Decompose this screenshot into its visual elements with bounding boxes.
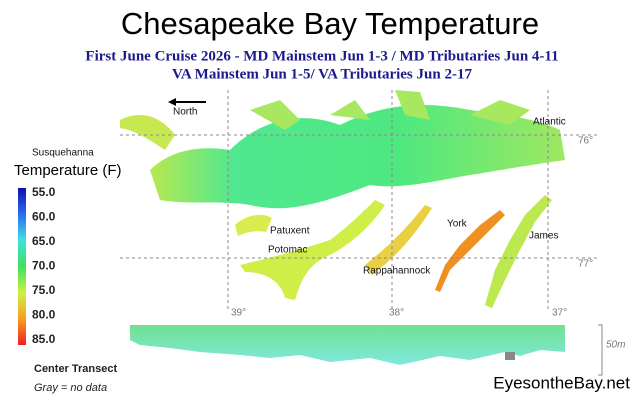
legend-title: Temperature (F) — [14, 162, 122, 179]
transect — [130, 325, 565, 365]
place-label: Atlantic — [533, 117, 566, 128]
longitude-label: 37° — [552, 308, 567, 319]
legend-tick: 85.0 — [32, 332, 56, 346]
north-arrow — [168, 98, 206, 106]
subtitle: VA Mainstem Jun 1-5/ VA Tributaries Jun … — [172, 66, 472, 82]
place-label: Patuxent — [270, 226, 310, 237]
place-label: James — [529, 231, 558, 242]
longitude-label: 38° — [389, 308, 404, 319]
depth-scale — [598, 324, 603, 376]
place-label: Susquehanna — [32, 148, 94, 159]
depth-label: 50m — [606, 340, 625, 351]
place-label: York — [447, 219, 468, 230]
legend-tick: 55.0 — [32, 185, 56, 199]
legend-tick: 60.0 — [32, 210, 56, 224]
latitude-label: 76° — [578, 136, 593, 147]
legend-tick: 75.0 — [32, 283, 56, 297]
potomac — [240, 200, 385, 300]
colorbar — [18, 188, 26, 345]
latitude-label: 77° — [578, 259, 593, 270]
mainstem — [150, 105, 565, 209]
legend-ticks: 55.0 60.0 65.0 70.0 75.0 80.0 85.0 — [32, 185, 56, 346]
patuxent — [235, 214, 272, 236]
north-label: North — [173, 107, 197, 118]
no-data — [505, 352, 515, 360]
title: Chesapeake Bay Temperature — [121, 6, 539, 41]
rappahannock — [365, 205, 432, 275]
legend-tick: 80.0 — [32, 308, 56, 322]
legend-tick: 70.0 — [32, 259, 56, 273]
map: North Susquehanna Atlantic Patuxent Poto… — [32, 90, 600, 319]
subtitle: First June Cruise 2026 - MD Mainstem Jun… — [85, 48, 558, 64]
site-name: EyesontheBay.net — [493, 373, 630, 392]
place-label: Potomac — [268, 245, 307, 256]
transect-title: Center Transect — [34, 363, 117, 375]
place-label: Rappahannock — [363, 266, 431, 277]
legend-tick: 65.0 — [32, 234, 56, 248]
upper-bay — [120, 115, 175, 150]
longitude-label: 39° — [231, 308, 246, 319]
upper-tributaries — [250, 90, 530, 130]
york — [435, 210, 505, 292]
james — [485, 195, 552, 308]
transect-note: Gray = no data — [34, 382, 107, 394]
